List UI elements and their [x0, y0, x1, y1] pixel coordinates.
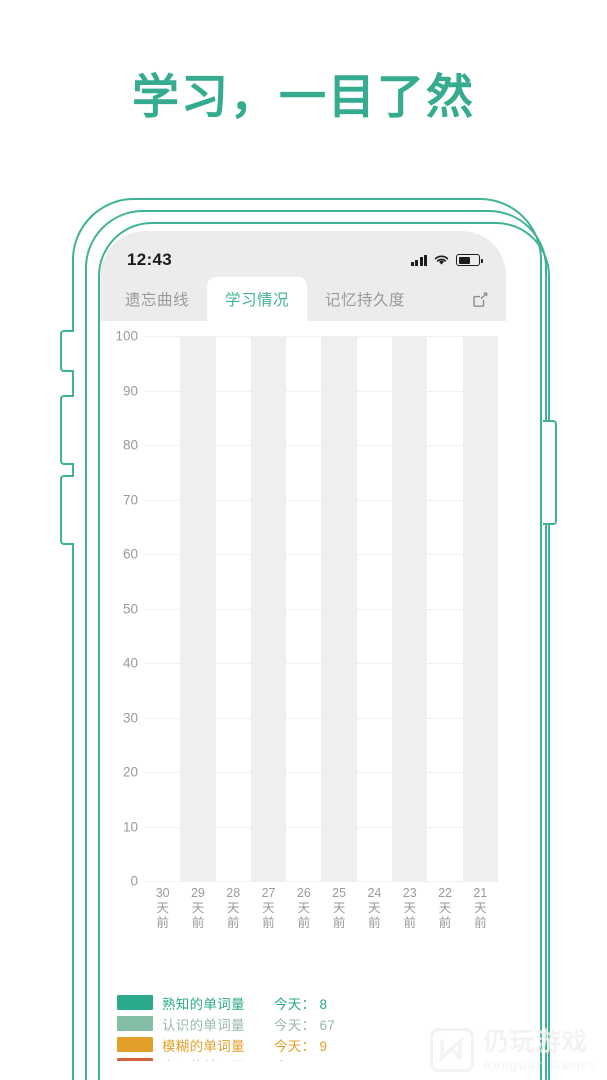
chart-x-axis-labels: 30 天前 29 天前 28 天前 27 天前 26 天前 25 天前 24 天前 23 天前 22 天前 21 天前 — [145, 886, 498, 930]
chart-column — [250, 337, 287, 882]
chart-area: 0 10 20 30 40 50 60 70 80 90 100 30 天前 29 天前 28 天前 27 天前 2… — [101, 321, 506, 1061]
chart-plot-area: 0 10 20 30 40 50 60 70 80 90 100 — [115, 329, 498, 889]
tab-study-status[interactable]: 学习情况 — [207, 277, 308, 321]
legend-today-value: 今天： 67 — [274, 1017, 336, 1033]
legend-label: 忘记的单词量 — [162, 1056, 274, 1062]
chart-x-tick-label: 23 天前 — [402, 886, 417, 930]
chart-y-tick-label: 20 — [122, 764, 138, 780]
chart-x-tick-label: 30 天前 — [155, 886, 170, 930]
legend-swatch-fuzzy — [117, 1037, 153, 1052]
watermark-logo-icon — [430, 1028, 475, 1072]
chart-x-tick-label: 26 天前 — [296, 886, 311, 930]
legend-swatch-recognized — [117, 1016, 153, 1031]
legend-today-value: 今天： 2 — [274, 1056, 327, 1062]
legend-swatch-forgotten — [117, 1058, 153, 1061]
phone-power-button[interactable] — [543, 420, 557, 525]
legend-row: 认识的单词量 今天： 67 — [117, 1014, 407, 1033]
legend-today-value: 今天： 9 — [274, 1038, 328, 1054]
chart-x-tick-label: 24 天前 — [367, 886, 382, 930]
chart-x-tick-label: 21 天前 — [473, 886, 488, 930]
chart-y-tick-label: 60 — [122, 546, 138, 562]
chart-y-tick-label: 100 — [115, 328, 138, 344]
stacked-bar-chart: 0 10 20 30 40 50 60 70 80 90 100 30 天前 29 天前 28 天前 27 天前 2… — [101, 321, 506, 1061]
chart-y-tick-label: 10 — [122, 819, 138, 834]
chart-column — [357, 337, 392, 882]
chart-x-tick-label: 22 天前 — [438, 886, 452, 930]
watermark-cn: 仍玩游戏 — [483, 1027, 588, 1056]
watermark-text: 仍玩游戏 Rengwan Games — [483, 1027, 597, 1072]
legend-row: 忘记的单词量今天： 2 — [117, 1056, 407, 1061]
status-bar-icons — [410, 254, 483, 266]
chart-column — [145, 337, 180, 882]
share-button[interactable] — [467, 277, 500, 321]
chart-x-tick-label: 29 天前 — [190, 886, 205, 930]
phone-screen: 12:43 遗忘曲线 学习情况 记忆持久度 — [101, 231, 506, 1061]
phone-frame-middle — [85, 210, 547, 1080]
tab-memory-durability[interactable]: 记忆持久度 — [325, 292, 406, 309]
phone-mute-switch[interactable] — [60, 330, 74, 372]
chart-y-tick-label: 70 — [122, 492, 138, 507]
phone-frame-inner — [98, 222, 550, 1080]
chart-gridline: 100 — [115, 329, 498, 344]
chart-y-tick-label: 80 — [122, 437, 138, 453]
cellular-signal-icon — [410, 254, 427, 266]
phone-volume-up-button[interactable] — [60, 395, 74, 465]
tab-forgetting-curve[interactable]: 遗忘曲线 — [125, 292, 190, 309]
chart-column — [462, 337, 498, 882]
chart-column — [392, 337, 428, 882]
chart-column — [427, 337, 462, 882]
chart-y-tick-label: 90 — [122, 383, 138, 398]
wifi-icon — [434, 255, 449, 265]
page-title: 学习，一目了然 — [132, 70, 475, 123]
battery-icon — [456, 254, 483, 266]
chart-column — [216, 337, 251, 882]
legend-label: 熟知的单词量 — [162, 996, 245, 1012]
chart-column — [180, 337, 216, 882]
legend-label: 模糊的单词量 — [162, 1038, 245, 1054]
phone-volume-down-button[interactable] — [60, 475, 74, 545]
watermark: 仍玩游戏 Rengwan Games — [430, 1028, 597, 1072]
chart-y-tick-label: 40 — [122, 655, 138, 671]
legend-today-value: 今天： 8 — [274, 996, 328, 1012]
legend-label: 认识的单词量 — [162, 1017, 245, 1033]
legend-row: 模糊的单词量 今天： 9 — [117, 1035, 407, 1054]
chart-columns — [145, 337, 498, 882]
chart-y-tick-label: 50 — [122, 601, 138, 616]
status-bar-clock: 12:43 — [127, 250, 172, 269]
chart-y-tick-label: 30 — [122, 710, 138, 725]
share-icon — [473, 292, 488, 307]
chart-x-tick-label: 27 天前 — [261, 886, 276, 930]
status-bar: 12:43 — [101, 231, 506, 277]
chart-column — [321, 337, 357, 882]
tab-bar: 遗忘曲线 学习情况 记忆持久度 — [101, 277, 506, 321]
legend-row: 熟知的单词量 今天： 8 — [117, 993, 407, 1012]
chart-x-tick-label: 28 天前 — [226, 886, 241, 930]
legend-swatch-known-well — [117, 995, 153, 1010]
phone-frame-outer — [72, 198, 542, 1080]
chart-column — [286, 337, 321, 882]
chart-y-tick-label: 0 — [130, 873, 138, 889]
chart-x-tick-label: 25 天前 — [332, 886, 347, 930]
watermark-en: Rengwan Games — [483, 1057, 597, 1072]
